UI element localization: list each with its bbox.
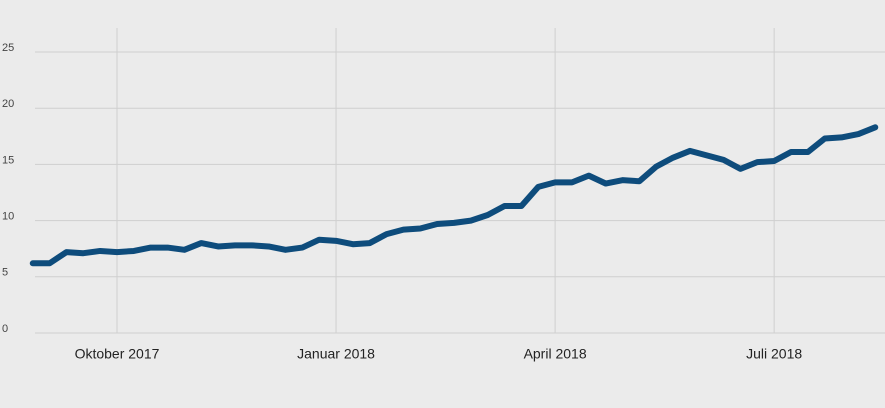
y-tick-label: 10 [2,211,14,223]
x-tick-label: Oktober 2017 [75,346,160,362]
x-tick-label: April 2018 [524,346,587,362]
y-tick-label: 25 [2,42,14,54]
y-tick-label: 0 [2,323,8,335]
data-line [29,124,879,267]
y-tick-label: 15 [2,154,14,166]
y-tick-label: 5 [2,267,8,279]
y-tick-label: 20 [2,98,14,110]
x-tick-label: Januar 2018 [297,346,375,362]
x-tick-label: Juli 2018 [746,346,802,362]
